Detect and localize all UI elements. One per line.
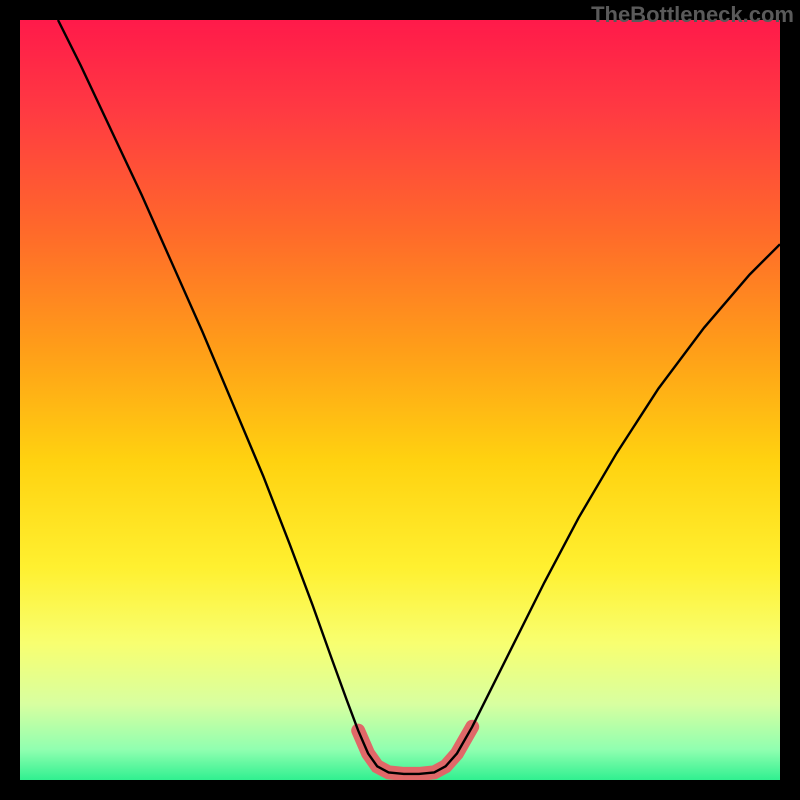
gradient-background: [20, 20, 780, 780]
plot-svg: [20, 20, 780, 780]
plot-area: [20, 20, 780, 780]
chart-frame: TheBottleneck.com: [0, 0, 800, 800]
watermark-text: TheBottleneck.com: [591, 2, 794, 28]
